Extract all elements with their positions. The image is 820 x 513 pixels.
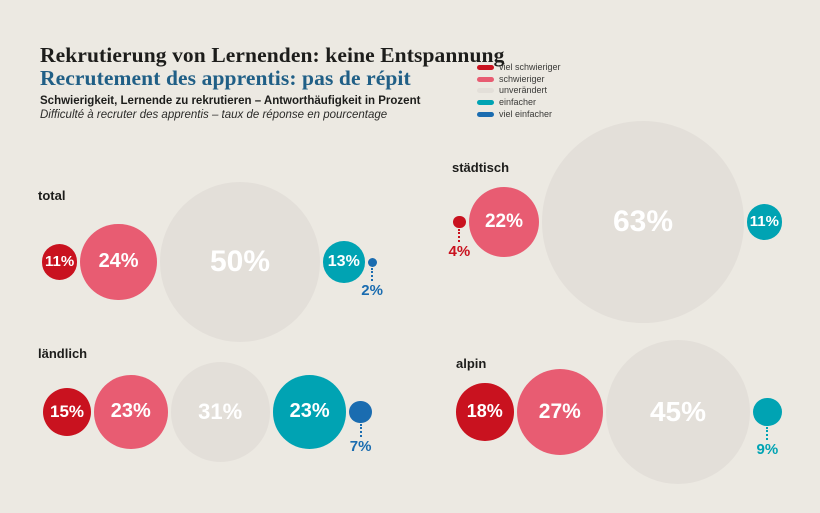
legend-label: schwieriger: [499, 73, 545, 84]
legend-swatch-icon: [477, 100, 494, 106]
title-french: Recrutement des apprentis: pas de répit: [40, 66, 411, 90]
bubble-schwieriger: 22%: [468, 186, 540, 258]
bubble-value-label: 23%: [289, 400, 330, 423]
bubble-viel-einfacher: [367, 257, 377, 267]
bubble-einfacher: [753, 397, 782, 427]
bubble-value-label: 13%: [327, 252, 360, 270]
outside-value-label: 2%: [361, 281, 383, 299]
legend-item: einfacher: [477, 97, 561, 109]
bubble-einfacher: 23%: [272, 375, 347, 449]
bubble-value-label: 50%: [209, 245, 271, 278]
legend-swatch-icon: [477, 111, 494, 117]
bubble-value-label: 23%: [110, 400, 151, 423]
legend-item: viel einfacher: [477, 108, 561, 120]
bubble-viel-schwieriger: 18%: [456, 383, 514, 441]
group-label: ländlich: [38, 346, 88, 361]
bubble-value-label: 15%: [49, 402, 85, 421]
legend-item: unverändert: [477, 85, 561, 97]
bubble-value-label: 27%: [538, 399, 581, 423]
group-label: städtisch: [452, 160, 510, 175]
bubble-unverändert: 31%: [170, 362, 270, 462]
connector-line: [766, 427, 769, 441]
bubble-viel-schwieriger: 11%: [42, 244, 78, 280]
outside-value-label: 9%: [756, 441, 779, 459]
bubble-value-label: 22%: [484, 210, 523, 232]
bubble-schwieriger: 24%: [80, 223, 157, 301]
bubble-viel-einfacher: [349, 400, 372, 424]
title-german: Rekrutierung von Lernenden: keine Entspa…: [40, 43, 505, 67]
group-label: total: [38, 188, 66, 203]
legend-label: einfacher: [499, 97, 537, 108]
legend-swatch-icon: [477, 65, 494, 71]
bubble-value-label: 24%: [98, 250, 139, 273]
bubble-value-label: 11%: [44, 253, 75, 271]
subtitle-german: Schwierigkeit, Lernende zu rekrutieren –…: [40, 95, 421, 107]
subtitle-french: Difficulté à recruter des apprentis – ta…: [40, 108, 388, 121]
bubble-unverändert: 50%: [160, 182, 320, 342]
outside-value-label: 7%: [349, 438, 372, 456]
bubble-value-label: 63%: [612, 204, 673, 238]
bubble-unverändert: 45%: [606, 340, 750, 484]
bubble-value-label: 45%: [649, 396, 707, 427]
bubble-unverändert: 63%: [542, 121, 744, 323]
legend-item: schwieriger: [477, 74, 561, 86]
connector-line: [359, 424, 362, 438]
header: Rekrutierung von Lernenden: keine Entspa…: [40, 44, 510, 122]
bubble-einfacher: 13%: [323, 241, 365, 283]
connector-line: [371, 267, 374, 281]
legend-item: viel schwieriger: [477, 62, 561, 74]
bubble-einfacher: 11%: [746, 204, 782, 240]
bubble-value-label: 31%: [198, 398, 243, 424]
bubble-value-label: 18%: [466, 401, 503, 422]
legend-swatch-icon: [477, 76, 494, 82]
legend-swatch-icon: [477, 88, 494, 94]
bubble-value-label: 11%: [749, 213, 779, 231]
legend: viel schwieriger schwieriger unverändert ei…: [477, 62, 561, 120]
bubble-schwieriger: 23%: [94, 375, 168, 449]
bubble-viel-schwieriger: [453, 215, 466, 229]
outside-value-label: 4%: [448, 243, 471, 261]
connector-line: [458, 229, 461, 243]
legend-label: viel einfacher: [499, 108, 553, 119]
bubble-schwieriger: 27%: [516, 368, 603, 456]
legend-label: viel schwieriger: [499, 62, 561, 73]
bubble-viel-schwieriger: 15%: [43, 388, 91, 436]
group-label: alpin: [456, 356, 487, 371]
legend-label: unverändert: [499, 85, 548, 96]
